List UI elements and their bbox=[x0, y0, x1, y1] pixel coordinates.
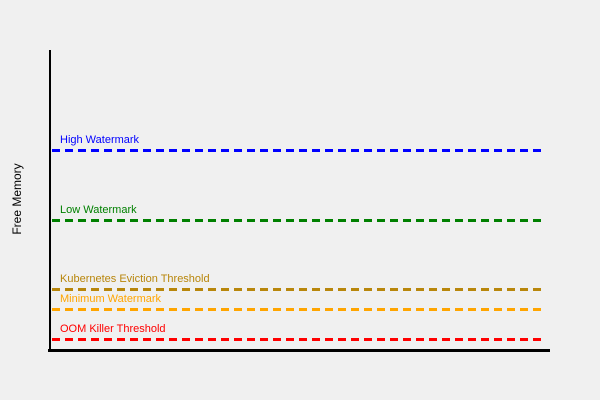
threshold-oom-killer: OOM Killer Threshold bbox=[52, 323, 543, 341]
x-axis-line bbox=[48, 349, 550, 352]
threshold-label-kubernetes-eviction: Kubernetes Eviction Threshold bbox=[60, 273, 210, 285]
threshold-kubernetes-eviction: Kubernetes Eviction Threshold bbox=[52, 273, 543, 291]
threshold-minimum-watermark: Minimum Watermark bbox=[52, 293, 543, 311]
threshold-line-high-watermark bbox=[52, 149, 543, 152]
threshold-label-high-watermark: High Watermark bbox=[60, 134, 140, 146]
threshold-line-oom-killer bbox=[52, 338, 543, 341]
threshold-low-watermark: Low Watermark bbox=[52, 204, 543, 222]
threshold-label-minimum-watermark: Minimum Watermark bbox=[60, 293, 162, 305]
y-axis-label: Free Memory bbox=[10, 163, 24, 235]
threshold-label-oom-killer: OOM Killer Threshold bbox=[60, 323, 166, 335]
threshold-label-low-watermark: Low Watermark bbox=[60, 204, 137, 216]
threshold-line-minimum-watermark bbox=[52, 308, 543, 311]
threshold-high-watermark: High Watermark bbox=[52, 134, 543, 152]
y-axis-line bbox=[49, 50, 51, 351]
threshold-line-kubernetes-eviction bbox=[52, 288, 543, 291]
threshold-line-low-watermark bbox=[52, 219, 543, 222]
